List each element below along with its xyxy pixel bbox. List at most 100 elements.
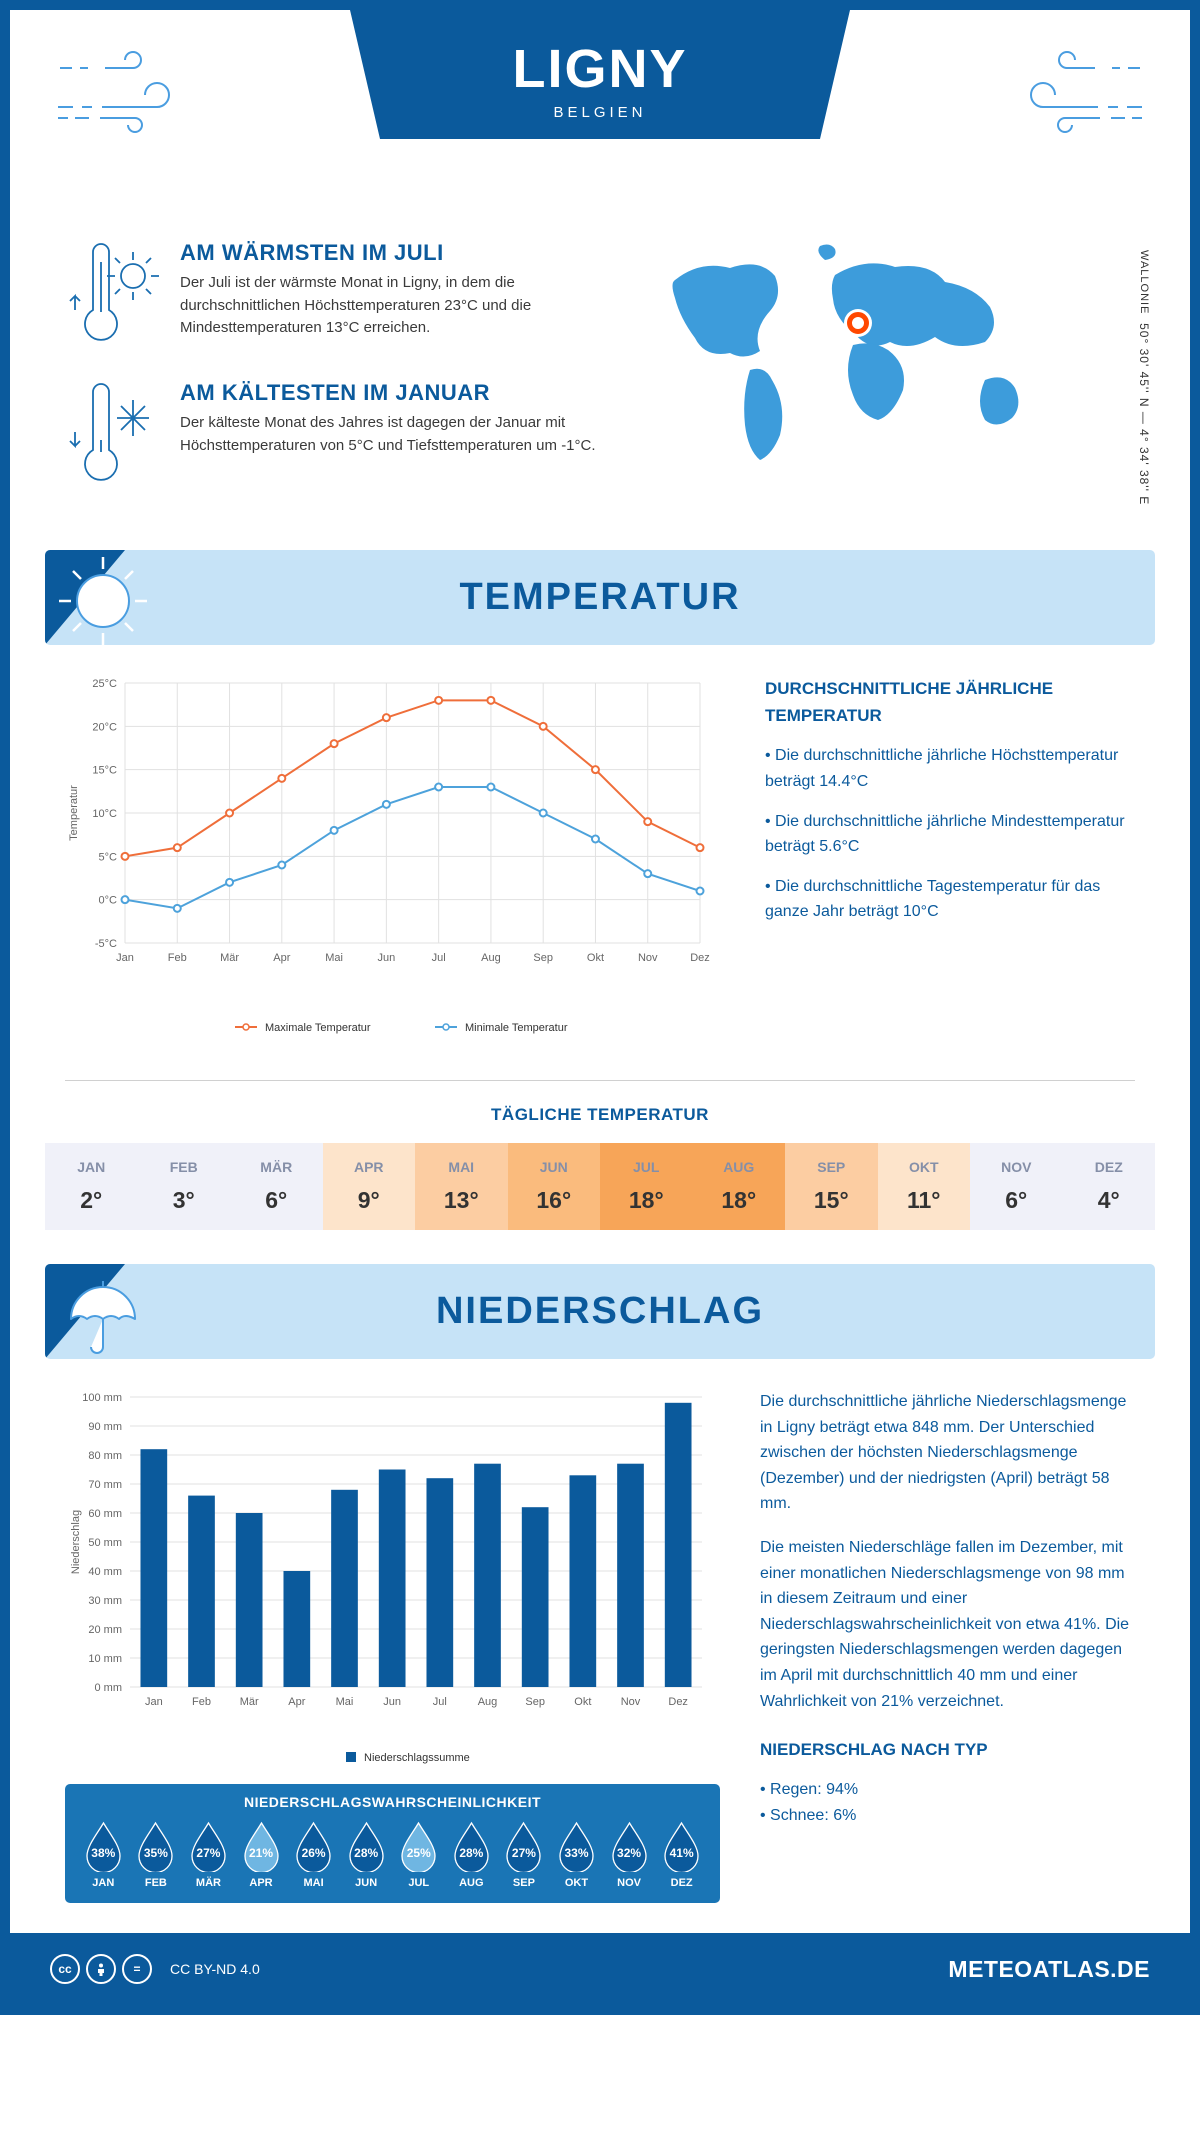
daily-cell: JUL18°: [600, 1143, 693, 1230]
svg-text:Aug: Aug: [478, 1696, 498, 1708]
daily-temp-row: JAN2°FEB3°MÄR6°APR9°MAI13°JUN16°JUL18°AU…: [45, 1143, 1155, 1230]
temp-bullet-2: • Die durchschnittliche jährliche Mindes…: [765, 809, 1135, 860]
svg-text:10°C: 10°C: [92, 808, 117, 820]
svg-text:Okt: Okt: [574, 1696, 591, 1708]
precipitation-heading: NIEDERSCHLAG: [436, 1290, 764, 1333]
svg-text:Nov: Nov: [638, 952, 658, 964]
country-subtitle: BELGIEN: [350, 104, 850, 121]
coordinates: WALLONIE 50° 30' 45'' N — 4° 34' 38'' E: [1137, 250, 1151, 505]
svg-text:40 mm: 40 mm: [88, 1566, 122, 1578]
svg-text:Dez: Dez: [668, 1696, 688, 1708]
svg-text:Jul: Jul: [432, 952, 446, 964]
svg-text:90 mm: 90 mm: [88, 1421, 122, 1433]
svg-text:Mai: Mai: [325, 952, 343, 964]
svg-text:Temperatur: Temperatur: [68, 785, 80, 841]
prob-cell: 38%JAN: [77, 1820, 130, 1889]
svg-text:50 mm: 50 mm: [88, 1537, 122, 1549]
prob-cell: 21%APR: [235, 1820, 288, 1889]
daily-cell: FEB3°: [138, 1143, 231, 1230]
svg-text:Jan: Jan: [145, 1696, 163, 1708]
daily-cell: MÄR6°: [230, 1143, 323, 1230]
svg-text:Apr: Apr: [288, 1696, 305, 1708]
precip-para-2: Die meisten Niederschläge fallen im Deze…: [760, 1535, 1135, 1714]
temp-bullet-1: • Die durchschnittliche jährliche Höchst…: [765, 743, 1135, 794]
temperature-heading: TEMPERATUR: [459, 576, 740, 619]
location-marker: [847, 312, 869, 334]
svg-text:Jun: Jun: [383, 1696, 401, 1708]
svg-text:Mär: Mär: [240, 1696, 259, 1708]
daily-cell: OKT11°: [878, 1143, 971, 1230]
svg-text:60 mm: 60 mm: [88, 1508, 122, 1520]
svg-text:Sep: Sep: [533, 952, 553, 964]
title-banner: LIGNY BELGIEN: [350, 10, 850, 139]
avg-temp-heading: DURCHSCHNITTLICHE JÄHRLICHE TEMPERATUR: [765, 675, 1135, 729]
precip-type-2: • Schnee: 6%: [760, 1803, 1135, 1829]
precip-para-1: Die durchschnittliche jährliche Niedersc…: [760, 1389, 1135, 1517]
wind-icon: [1020, 40, 1150, 140]
svg-text:5°C: 5°C: [99, 851, 118, 863]
svg-text:10 mm: 10 mm: [88, 1653, 122, 1665]
precipitation-section-header: NIEDERSCHLAG: [45, 1264, 1155, 1359]
prob-cell: 28%AUG: [445, 1820, 498, 1889]
footer: cc = CC BY-ND 4.0 METEOATLAS.DE: [10, 1933, 1190, 2005]
svg-text:Minimale Temperatur: Minimale Temperatur: [465, 1022, 568, 1034]
temperature-line-chart: -5°C0°C5°C10°C15°C20°C25°CJanFebMärAprMa…: [65, 675, 725, 1045]
svg-text:20°C: 20°C: [92, 721, 117, 733]
svg-text:Mai: Mai: [336, 1696, 354, 1708]
header: LIGNY BELGIEN: [10, 10, 1190, 230]
svg-text:Maximale Temperatur: Maximale Temperatur: [265, 1022, 371, 1034]
brand-name: METEOATLAS.DE: [948, 1956, 1150, 1983]
svg-text:Feb: Feb: [192, 1696, 211, 1708]
prob-cell: 27%MÄR: [182, 1820, 235, 1889]
svg-text:Feb: Feb: [168, 952, 187, 964]
daily-cell: APR9°: [323, 1143, 416, 1230]
sun-icon: [55, 553, 150, 648]
svg-text:Mär: Mär: [220, 952, 239, 964]
svg-text:20 mm: 20 mm: [88, 1624, 122, 1636]
warmest-title: AM WÄRMSTEN IM JULI: [180, 240, 615, 266]
prob-cell: 35%FEB: [130, 1820, 183, 1889]
daily-cell: JAN2°: [45, 1143, 138, 1230]
svg-text:-5°C: -5°C: [95, 938, 117, 950]
svg-text:Apr: Apr: [273, 952, 290, 964]
warmest-fact: AM WÄRMSTEN IM JULI Der Juli ist der wär…: [65, 240, 615, 350]
svg-text:25°C: 25°C: [92, 678, 117, 690]
precipitation-bar-chart: 0 mm10 mm20 mm30 mm40 mm50 mm60 mm70 mm8…: [65, 1389, 720, 1769]
daily-cell: JUN16°: [508, 1143, 601, 1230]
daily-cell: NOV6°: [970, 1143, 1063, 1230]
prob-cell: 26%MAI: [287, 1820, 340, 1889]
license-badges: cc = CC BY-ND 4.0: [50, 1954, 260, 1984]
svg-text:Niederschlagssumme: Niederschlagssumme: [364, 1752, 470, 1764]
daily-cell: AUG18°: [693, 1143, 786, 1230]
coldest-title: AM KÄLTESTEN IM JANUAR: [180, 380, 615, 406]
daily-cell: SEP15°: [785, 1143, 878, 1230]
precip-type-heading: NIEDERSCHLAG NACH TYP: [760, 1736, 1135, 1763]
prob-cell: 25%JUL: [392, 1820, 445, 1889]
svg-text:Aug: Aug: [481, 952, 501, 964]
temp-bullet-3: • Die durchschnittliche Tagestemperatur …: [765, 874, 1135, 925]
prob-title: NIEDERSCHLAGSWAHRSCHEINLICHKEIT: [77, 1784, 708, 1820]
daily-temp-title: TÄGLICHE TEMPERATUR: [10, 1105, 1190, 1125]
svg-text:15°C: 15°C: [92, 765, 117, 777]
prob-cell: 28%JUN: [340, 1820, 393, 1889]
svg-text:Jun: Jun: [377, 952, 395, 964]
svg-text:30 mm: 30 mm: [88, 1595, 122, 1607]
daily-cell: DEZ4°: [1063, 1143, 1156, 1230]
warmest-text: Der Juli ist der wärmste Monat in Ligny,…: [180, 272, 615, 340]
svg-text:Sep: Sep: [525, 1696, 545, 1708]
umbrella-icon: [55, 1267, 150, 1362]
daily-cell: MAI13°: [415, 1143, 508, 1230]
prob-cell: 41%DEZ: [655, 1820, 708, 1889]
coldest-text: Der kälteste Monat des Jahres ist dagege…: [180, 412, 615, 457]
svg-text:Nov: Nov: [621, 1696, 641, 1708]
svg-text:Jul: Jul: [433, 1696, 447, 1708]
svg-text:Niederschlag: Niederschlag: [70, 1510, 82, 1574]
precip-type-1: • Regen: 94%: [760, 1777, 1135, 1803]
prob-cell: 27%SEP: [498, 1820, 551, 1889]
wind-icon: [50, 40, 180, 140]
svg-text:100 mm: 100 mm: [82, 1392, 122, 1404]
coldest-fact: AM KÄLTESTEN IM JANUAR Der kälteste Mona…: [65, 380, 615, 490]
temperature-section-header: TEMPERATUR: [45, 550, 1155, 645]
svg-text:Dez: Dez: [690, 952, 710, 964]
world-map: [645, 240, 1090, 470]
